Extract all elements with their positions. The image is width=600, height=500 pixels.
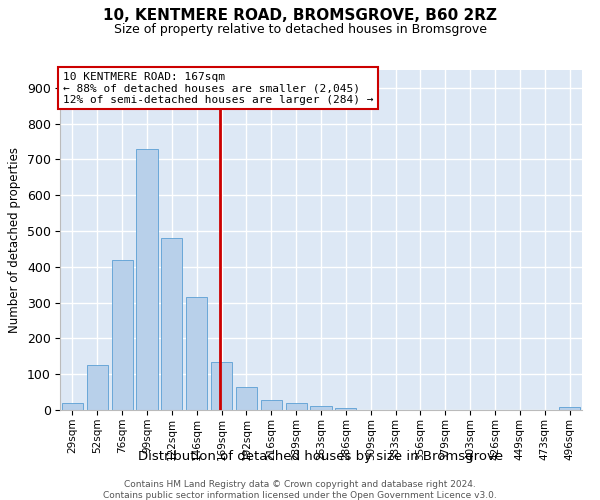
Bar (112, 260, 133, 410)
Y-axis label: Number of detached properties: Number of detached properties (8, 147, 22, 333)
Text: Contains HM Land Registry data © Crown copyright and database right 2024.: Contains HM Land Registry data © Crown c… (124, 480, 476, 489)
Bar (87, 366, 108, 410)
Bar (335, 408, 356, 410)
Text: 10, KENTMERE ROAD, BROMSGROVE, B60 2RZ: 10, KENTMERE ROAD, BROMSGROVE, B60 2RZ (103, 8, 497, 22)
Bar (310, 406, 332, 410)
Text: Distribution of detached houses by size in Bromsgrove: Distribution of detached houses by size … (139, 450, 503, 463)
Bar (161, 238, 182, 410)
Bar (559, 407, 580, 410)
Bar (286, 403, 307, 410)
Bar (136, 148, 158, 410)
Bar (261, 400, 282, 410)
Bar (211, 362, 232, 410)
Text: Contains public sector information licensed under the Open Government Licence v3: Contains public sector information licen… (103, 491, 497, 500)
Text: 10 KENTMERE ROAD: 167sqm
← 88% of detached houses are smaller (2,045)
12% of sem: 10 KENTMERE ROAD: 167sqm ← 88% of detach… (62, 72, 373, 105)
Bar (236, 386, 257, 410)
Text: Size of property relative to detached houses in Bromsgrove: Size of property relative to detached ho… (113, 22, 487, 36)
Bar (62, 403, 83, 410)
Bar (186, 298, 207, 410)
